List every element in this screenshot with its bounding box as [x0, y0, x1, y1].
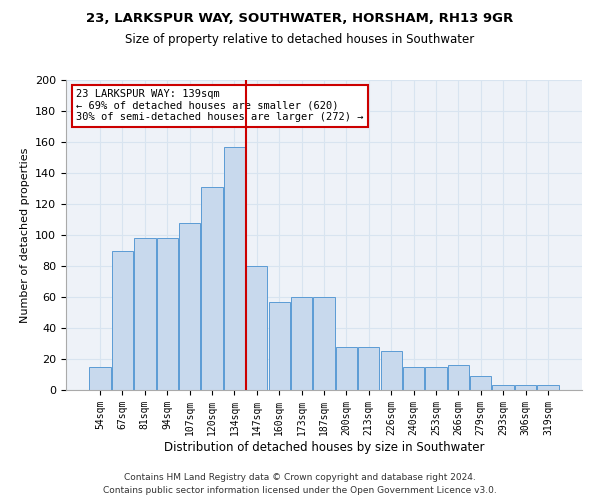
Bar — [89, 367, 111, 390]
Text: 23, LARKSPUR WAY, SOUTHWATER, HORSHAM, RH13 9GR: 23, LARKSPUR WAY, SOUTHWATER, HORSHAM, R… — [86, 12, 514, 26]
Bar — [179, 222, 200, 390]
Bar — [537, 386, 559, 390]
Bar — [224, 146, 245, 390]
Bar — [202, 187, 223, 390]
Bar — [134, 238, 155, 390]
Bar — [157, 238, 178, 390]
Bar — [380, 351, 402, 390]
Bar — [470, 376, 491, 390]
Bar — [403, 367, 424, 390]
Bar — [425, 367, 446, 390]
Bar — [246, 266, 268, 390]
Bar — [336, 346, 357, 390]
X-axis label: Distribution of detached houses by size in Southwater: Distribution of detached houses by size … — [164, 440, 484, 454]
Bar — [448, 365, 469, 390]
Text: 23 LARKSPUR WAY: 139sqm
← 69% of detached houses are smaller (620)
30% of semi-d: 23 LARKSPUR WAY: 139sqm ← 69% of detache… — [76, 90, 364, 122]
Bar — [493, 386, 514, 390]
Bar — [358, 346, 379, 390]
Text: Contains HM Land Registry data © Crown copyright and database right 2024.
Contai: Contains HM Land Registry data © Crown c… — [103, 474, 497, 495]
Bar — [313, 297, 335, 390]
Bar — [515, 386, 536, 390]
Bar — [291, 297, 312, 390]
Bar — [269, 302, 290, 390]
Y-axis label: Number of detached properties: Number of detached properties — [20, 148, 29, 322]
Bar — [112, 250, 133, 390]
Text: Size of property relative to detached houses in Southwater: Size of property relative to detached ho… — [125, 32, 475, 46]
